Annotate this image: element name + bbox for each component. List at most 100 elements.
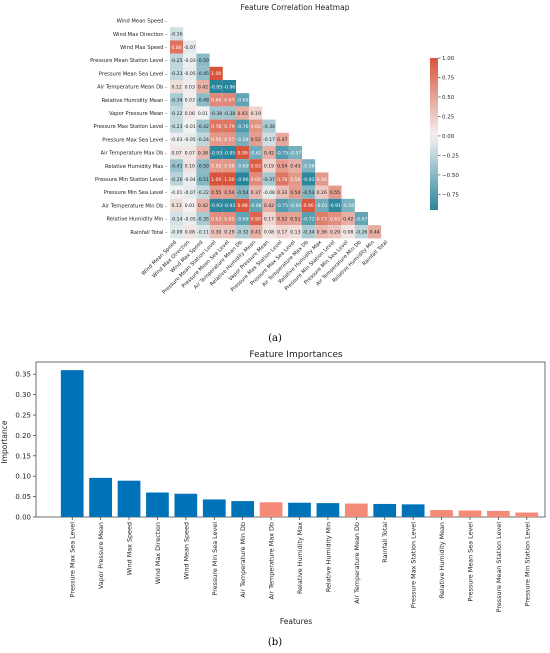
heatmap-cell — [288, 159, 302, 173]
heatmap-value: 0.08 — [185, 230, 195, 236]
heatmap-cell — [288, 225, 302, 239]
heatmap-cell — [170, 80, 184, 94]
heatmap-value: 0.54 — [277, 164, 287, 170]
heatmap-value: 0.57 — [224, 137, 234, 143]
heatmap-cell — [275, 198, 289, 212]
heatmap-value: -0.01 — [171, 190, 183, 196]
x-tick-label: Air Temperature Min Db — [239, 522, 247, 598]
heatmap-value: -0.76 — [237, 124, 249, 130]
heatmap-cell — [236, 225, 250, 239]
heatmap-cell — [170, 53, 184, 67]
heatmap-value: -0.32 — [237, 230, 249, 236]
heatmap-cell — [196, 146, 210, 160]
colorbar: 1.00 0.75 0.50 0.25 0.00 −0.25 −0.50 −0.75 — [430, 56, 459, 210]
row-label: Wind Mean Speed - — [117, 19, 167, 25]
heatmap-cell — [288, 146, 302, 160]
heatmap-cell — [222, 146, 236, 160]
heatmap-value: 0.17 — [277, 230, 287, 236]
x-tick-label: Air Temperature Mean Db — [353, 522, 361, 604]
heatmap-value: -0.05 — [184, 71, 196, 77]
heatmap-value: 0.93 — [251, 164, 261, 170]
heatmap-value: -0.68 — [250, 203, 262, 209]
importance-bar — [259, 502, 283, 517]
heatmap-value: -0.34 — [303, 230, 315, 236]
heatmap-cell — [183, 40, 197, 54]
x-tick-label: Wind Max Direction — [154, 522, 162, 584]
row-label: Air Temperature Max Db - — [101, 151, 168, 157]
heatmap-value: 0.66 — [211, 98, 221, 104]
heatmap-cell — [249, 119, 263, 133]
heatmap-cell — [170, 198, 184, 212]
heatmap-cell — [236, 119, 250, 133]
heatmap-cell — [209, 93, 223, 107]
heatmap-value: 0.42 — [343, 216, 353, 222]
heatmap-value: 0.08 — [264, 230, 274, 236]
heatmap-value: -0.04 — [184, 177, 196, 183]
colorbar-tick-label: −0.25 — [442, 153, 459, 159]
heatmap-value: -0.08 — [263, 190, 275, 196]
heatmap-value: 0.07 — [185, 150, 195, 156]
heatmap-cell — [328, 185, 342, 199]
heatmap-value: 0.01 — [185, 203, 195, 209]
heatmap-cell — [288, 212, 302, 226]
importance-bar — [430, 510, 453, 517]
heatmap-value: 0.19 — [264, 164, 274, 170]
heatmap-value: -0.93 — [210, 150, 222, 156]
importance-bar — [60, 370, 84, 517]
y-tick-label: 0.15 — [15, 452, 31, 460]
heatmap-cell — [222, 212, 236, 226]
caption-b: (b) — [268, 637, 282, 648]
heatmap-value: 0.26 — [317, 190, 327, 196]
colorbar-tick-label: 0.25 — [442, 114, 455, 120]
heatmap-cell — [222, 159, 236, 173]
heatmap-cell — [222, 119, 236, 133]
heatmap-value: -0.51 — [197, 177, 209, 183]
heatmap-cell — [170, 27, 184, 41]
y-tick-label: 0.25 — [15, 412, 31, 420]
heatmap-value: -0.24 — [197, 137, 209, 143]
heatmap-value: 0.03 — [185, 98, 195, 104]
heatmap-value: -0.07 — [184, 45, 196, 51]
heatmap-cell — [341, 198, 355, 212]
heatmap-value: 0.29 — [224, 230, 234, 236]
heatmap-cell — [249, 132, 263, 146]
heatmap-cell — [222, 185, 236, 199]
heatmap-cell — [209, 119, 223, 133]
x-tick-label: Vapor Pressure Mean — [97, 522, 105, 589]
x-tick-label: Pressure Mean Station Level — [495, 522, 503, 613]
heatmap-cell — [196, 80, 210, 94]
importance-bar — [401, 504, 425, 517]
heatmap-cell — [275, 172, 289, 186]
heatmap-cell — [302, 198, 316, 212]
heatmap-cell — [341, 212, 355, 226]
heatmap-value: -0.93 — [223, 203, 235, 209]
heatmap-value: -0.58 — [237, 137, 249, 143]
heatmap-value: -0.09 — [171, 230, 183, 236]
heatmap-value: -0.96 — [223, 84, 235, 90]
heatmap-value: 0.42 — [264, 150, 274, 156]
heatmap-cell — [315, 198, 329, 212]
heatmap-value: -0.75 — [276, 150, 288, 156]
heatmap-value: -0.91 — [329, 203, 341, 209]
heatmap-cell — [275, 185, 289, 199]
heatmap-cell — [196, 53, 210, 67]
importance-bar — [515, 512, 539, 517]
y-tick-label: 0.30 — [15, 391, 31, 399]
heatmap-cell — [236, 172, 250, 186]
heatmap-value: 0.80 — [171, 45, 181, 51]
x-tick-label: Pressure Min Station Level — [523, 522, 531, 607]
heatmap-value: -0.42 — [197, 124, 209, 130]
heatmap-cell — [170, 40, 184, 54]
heatmap-value: 0.67 — [224, 98, 234, 104]
importance-bar — [316, 503, 340, 517]
heatmap-cell — [262, 185, 276, 199]
heatmap-cell — [249, 172, 263, 186]
heatmap-cell — [183, 159, 197, 173]
heatmap-cell — [368, 225, 382, 239]
importance-bar — [146, 492, 169, 517]
heatmap-value: 0.43 — [237, 111, 247, 117]
y-tick-label: 0.20 — [15, 432, 31, 440]
heatmap-cell — [183, 119, 197, 133]
heatmap-cell — [222, 80, 236, 94]
